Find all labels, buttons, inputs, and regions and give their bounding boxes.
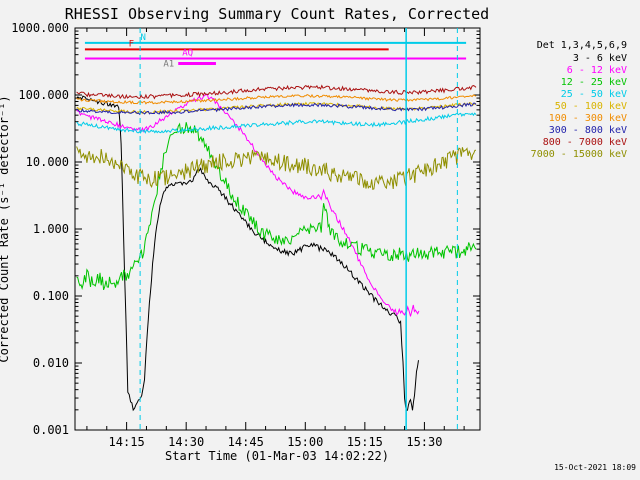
svg-text:14:45: 14:45 <box>228 435 264 449</box>
svg-text:15:00: 15:00 <box>287 435 323 449</box>
legend-entry: 50 - 100 keV <box>554 101 627 112</box>
x-axis-title: Start Time (01-Mar-03 14:02:22) <box>165 449 389 463</box>
flag-label-A1: A1 <box>163 60 174 70</box>
legend-entry: 300 - 800 keV <box>548 125 627 136</box>
svg-text:100.000: 100.000 <box>18 88 69 102</box>
svg-text:1.000: 1.000 <box>33 222 69 236</box>
svg-text:15:15: 15:15 <box>347 435 383 449</box>
y-axis-title: Corrected Count Rate (s⁻¹ detector⁻¹) <box>0 95 11 362</box>
legend-entry: 25 - 50 keV <box>560 89 627 100</box>
flag-bars: NF AQ A1 <box>84 33 467 70</box>
series-line-2 <box>76 122 477 291</box>
legend-entries: 3 - 6 keV 6 - 12 keV 12 - 25 keV 25 - 50 ke… <box>531 53 627 161</box>
svg-text:14:30: 14:30 <box>168 435 204 449</box>
flag-label-AQ: AQ <box>182 49 193 59</box>
series-line-7 <box>76 84 477 100</box>
legend-entry: 6 - 12 keV <box>566 65 627 76</box>
legend-title: Det 1,3,4,5,6,9 <box>536 40 627 51</box>
series-line-1 <box>76 94 420 317</box>
event-lines <box>139 28 458 430</box>
legend-entry: 100 - 300 keV <box>548 113 627 124</box>
series-line-5 <box>76 93 477 105</box>
legend: Det 1,3,4,5,6,9 3 - 6 keV 6 - 12 keV 12 - … <box>531 40 627 161</box>
legend-entry: 12 - 25 keV <box>560 77 627 88</box>
axes <box>74 27 481 431</box>
series-line-4 <box>76 101 477 115</box>
creation-timestamp: 15-Oct-2021 18:09 <box>554 463 636 472</box>
flag-label-N: N <box>141 33 146 43</box>
data-series <box>76 84 477 412</box>
svg-text:15:30: 15:30 <box>406 435 442 449</box>
series-line-3 <box>76 112 477 134</box>
svg-text:0.010: 0.010 <box>33 356 69 370</box>
legend-entry: 800 - 7000 keV <box>542 137 627 148</box>
svg-text:0.100: 0.100 <box>33 289 69 303</box>
svg-text:10.000: 10.000 <box>26 155 69 169</box>
legend-entry: 3 - 6 keV <box>572 53 627 64</box>
series-line-8 <box>76 146 477 190</box>
series-line-0 <box>76 95 419 412</box>
tick-labels: 1000.000 100.000 10.000 1.000 0.100 0.010 0.00… <box>11 21 442 449</box>
svg-text:1000.000: 1000.000 <box>11 21 69 35</box>
svg-text:0.001: 0.001 <box>33 423 69 437</box>
chart-title: RHESSI Observing Summary Count Rates, Co… <box>64 5 490 23</box>
flag-label-F: F <box>129 39 134 49</box>
svg-text:14:15: 14:15 <box>109 435 145 449</box>
legend-entry: 7000 - 15000 keV <box>530 149 627 160</box>
series-line-6 <box>76 102 477 116</box>
